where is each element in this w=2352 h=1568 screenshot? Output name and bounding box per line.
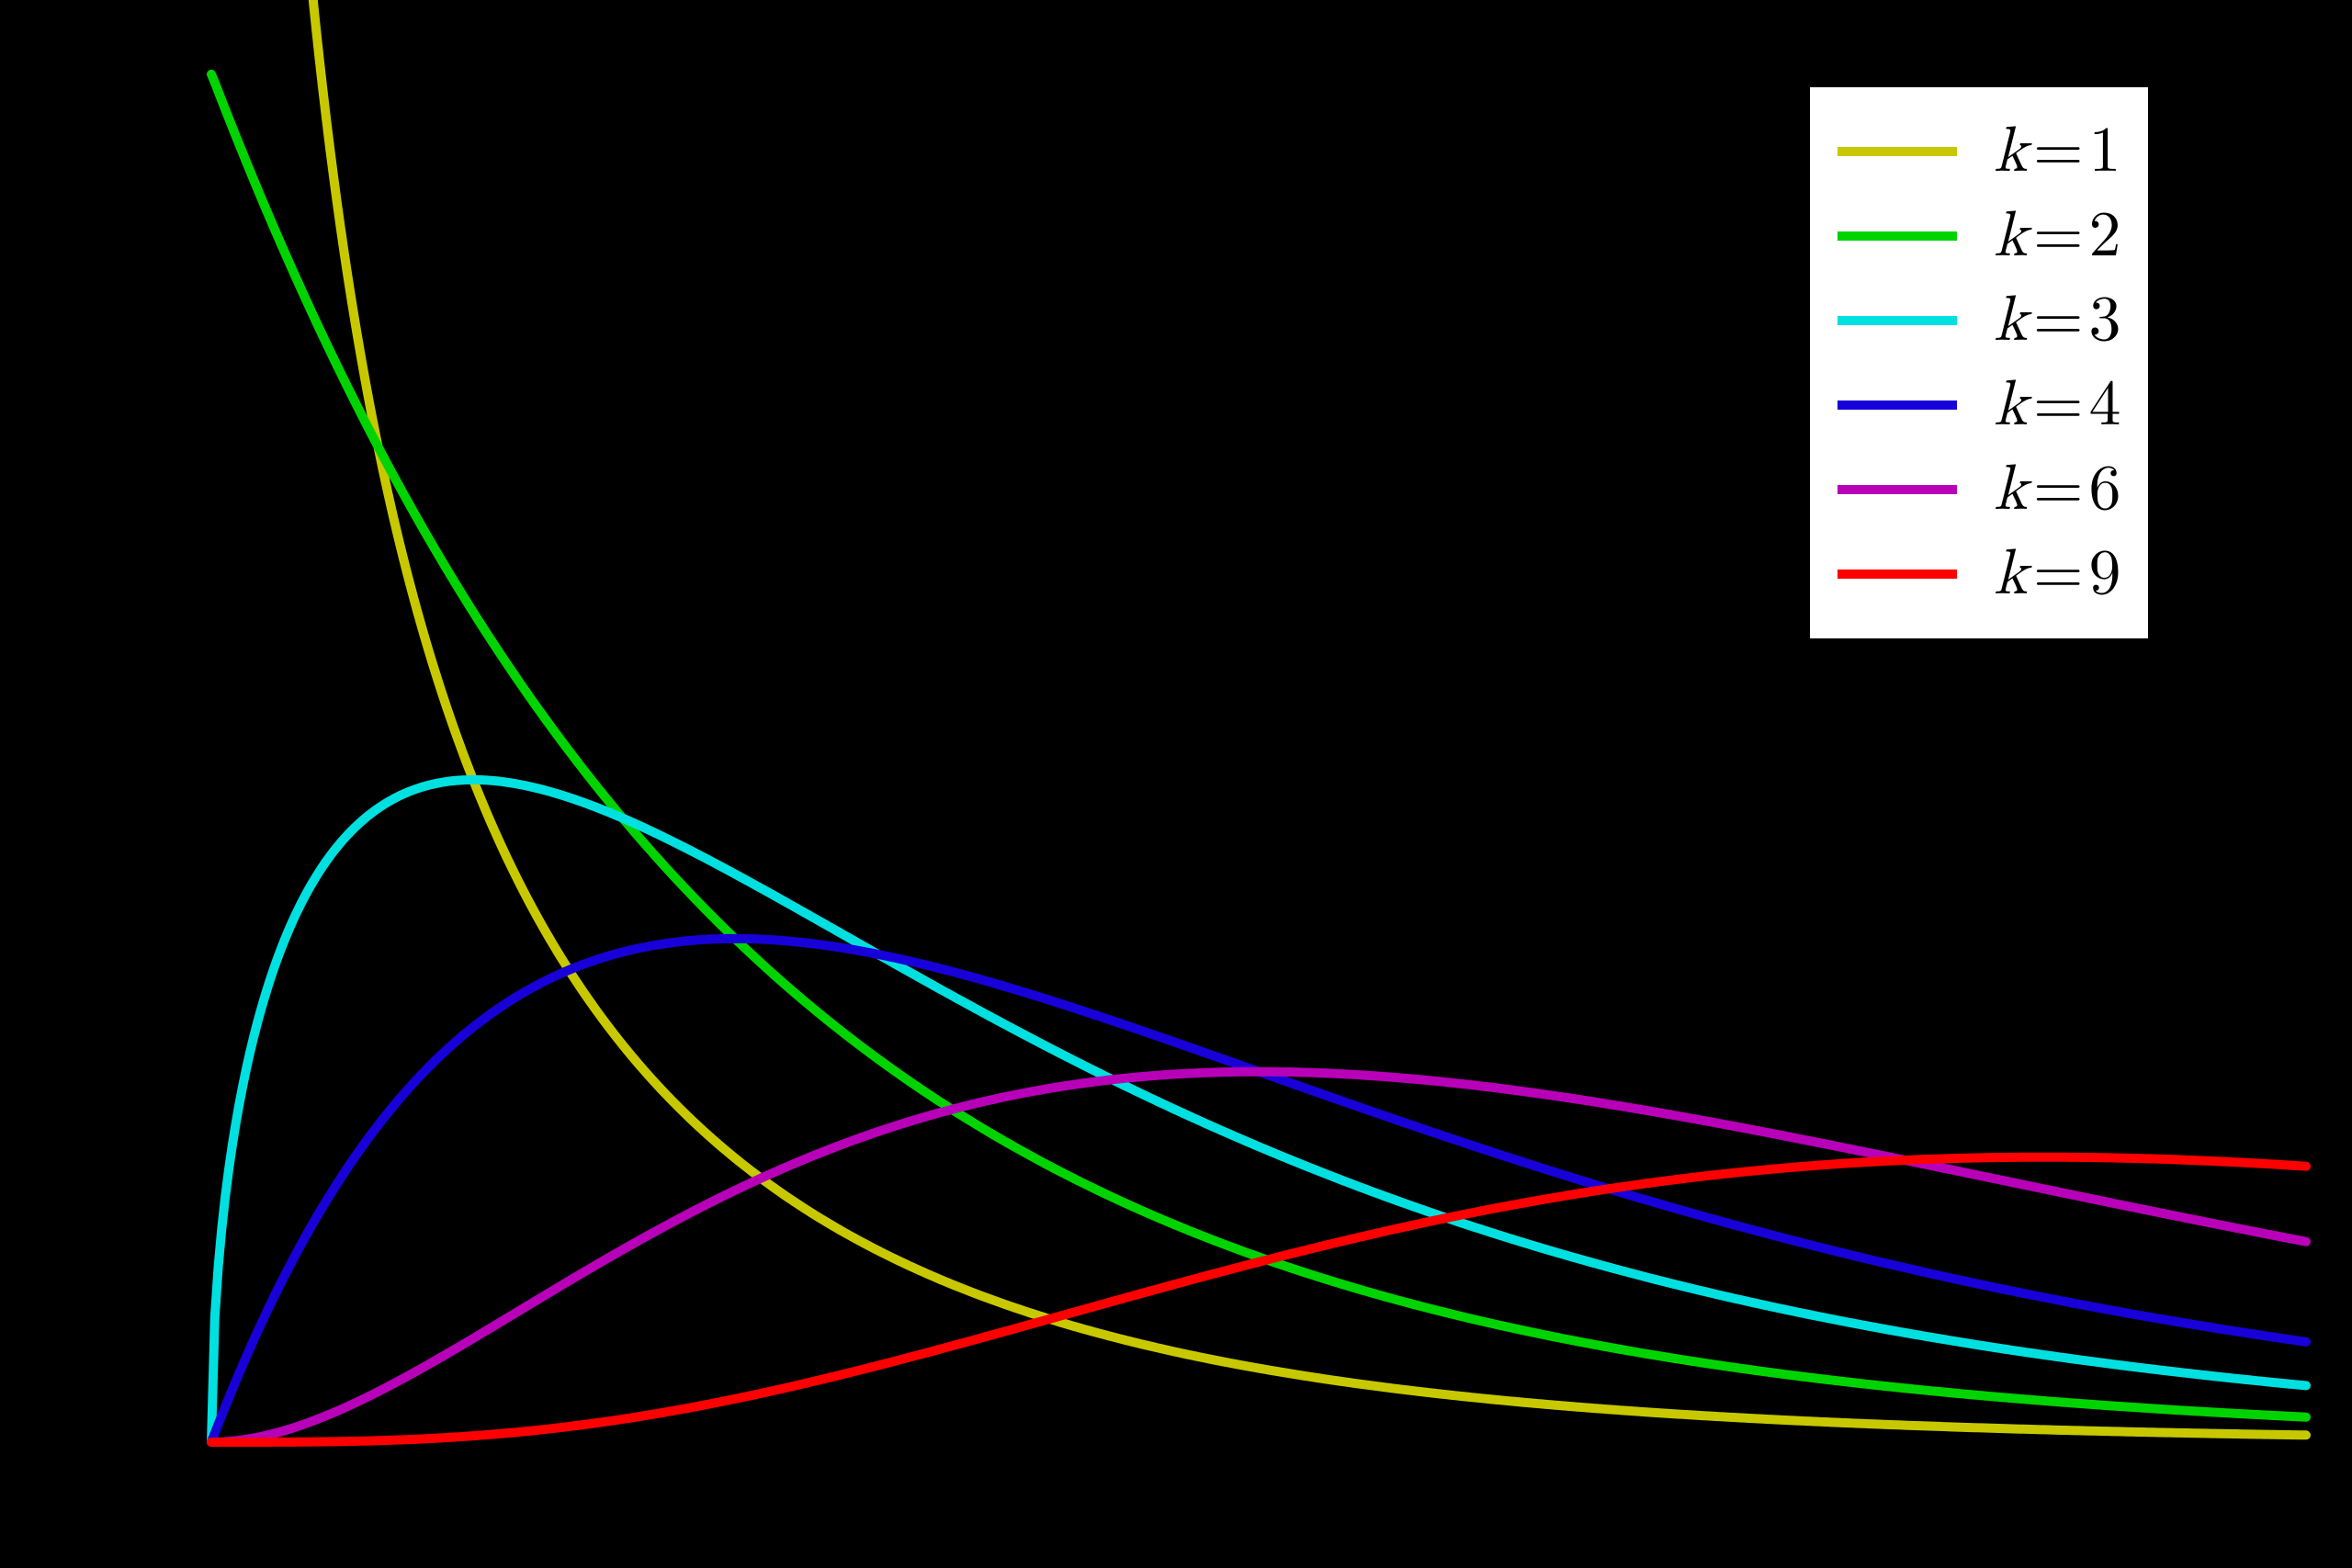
legend-item-k3: k=3 [1838, 282, 2120, 359]
legend-label: k=4 [1994, 367, 2120, 444]
legend-swatch [1838, 147, 1957, 156]
legend-item-k2: k=2 [1838, 197, 2120, 275]
legend-item-k9: k=9 [1838, 536, 2120, 613]
legend-swatch [1838, 570, 1957, 579]
legend-swatch [1838, 231, 1957, 241]
legend: k=1k=2k=3 k=4k=6 k=9 [1810, 87, 2148, 638]
legend-label: k=2 [1994, 197, 2120, 275]
legend-swatch [1838, 400, 1957, 410]
legend-swatch [1838, 316, 1957, 325]
legend-item-k1: k=1 [1838, 113, 2120, 190]
legend-item-k4: k=4 [1838, 367, 2120, 444]
legend-label: k=6 [1994, 451, 2120, 528]
legend-label: k=3 [1994, 282, 2120, 359]
legend-label: k=1 [1994, 113, 2120, 190]
legend-item-k6: k=6 [1838, 451, 2120, 528]
chart-container: k=1k=2k=3 k=4k=6 k=9 [0, 0, 2352, 1568]
legend-swatch [1838, 485, 1957, 494]
legend-label: k=9 [1994, 536, 2120, 613]
